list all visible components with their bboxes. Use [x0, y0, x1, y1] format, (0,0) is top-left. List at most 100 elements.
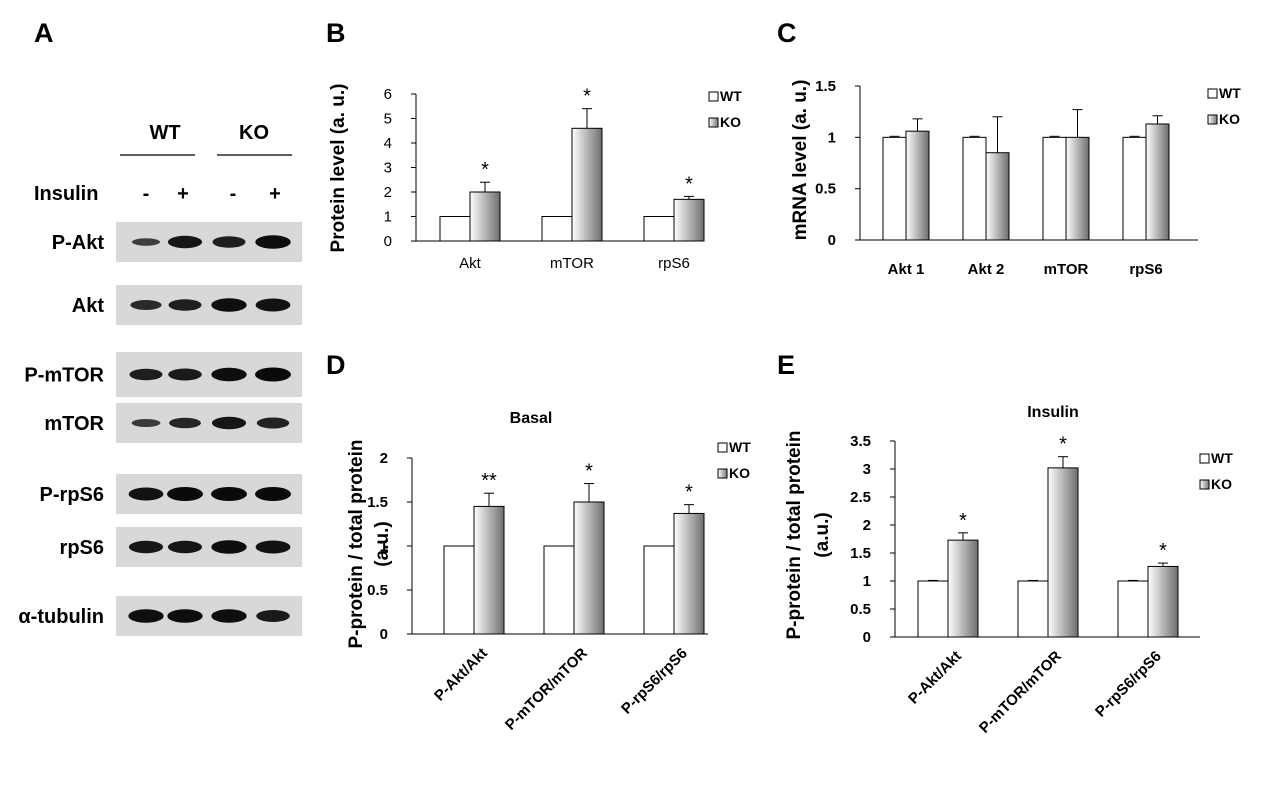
- y-axis-label: (a.u.): [812, 512, 833, 557]
- bar-wt: [543, 545, 575, 635]
- x-tick-label: P-mTOR/mTOR: [976, 648, 1065, 737]
- x-tick-label: P-rpS6/rpS6: [618, 645, 691, 718]
- legend-swatch: [1199, 453, 1210, 464]
- significance-mark: *: [1159, 540, 1167, 562]
- y-axis-label: P-protein / total protein: [784, 431, 805, 640]
- x-tick-label: Akt 2: [968, 261, 1005, 278]
- blot-band: [167, 540, 203, 554]
- blot-row: rpS6: [60, 527, 302, 567]
- blot-band: [211, 487, 247, 501]
- y-tick-label: 3: [863, 461, 871, 478]
- bar-ko: [673, 512, 705, 635]
- treatment-mark: -: [143, 183, 150, 205]
- blot-band: [211, 298, 247, 312]
- y-tick-label: 0.5: [367, 582, 388, 599]
- blot-row: mTOR: [44, 403, 302, 443]
- bar-wt: [1042, 136, 1067, 241]
- bar-wt: [1122, 136, 1147, 241]
- legend-label: KO: [729, 465, 750, 481]
- y-tick-label: 1.5: [367, 494, 388, 511]
- significance-mark: *: [481, 159, 489, 181]
- blot-label: P-mTOR: [24, 365, 104, 387]
- bar-wt: [882, 136, 907, 241]
- x-tick-label: P-Akt/Akt: [431, 645, 491, 705]
- blot-band: [211, 367, 247, 382]
- significance-mark: *: [585, 461, 593, 483]
- blot-label: P-Akt: [52, 232, 105, 254]
- legend-swatch: [1207, 114, 1218, 125]
- legend-label: KO: [720, 114, 741, 130]
- blot-band: [168, 299, 202, 311]
- bar-wt: [917, 580, 949, 638]
- blot-label: Akt: [72, 295, 105, 317]
- group-label-ko: KO: [239, 122, 269, 144]
- legend-label: WT: [720, 88, 742, 104]
- legend-swatch: [708, 91, 719, 102]
- blot-band: [212, 236, 246, 248]
- blot-band: [128, 609, 164, 623]
- y-tick-label: 2: [863, 517, 871, 534]
- y-tick-label: 0: [863, 629, 871, 646]
- group-label-wt: WT: [149, 122, 180, 144]
- blot-band: [131, 238, 161, 246]
- bar-wt: [1117, 580, 1149, 638]
- y-tick-label: 1: [384, 209, 392, 226]
- y-axis-label: mRNA level (a. u.): [790, 80, 811, 241]
- legend-swatch: [708, 117, 719, 128]
- bar-wt: [643, 216, 675, 242]
- bar-ko: [1065, 136, 1090, 241]
- y-tick-label: 0: [828, 232, 836, 249]
- panel-a: A WT KO Insulin - + - + P-Akt Akt P-mTOR mT…: [18, 18, 302, 636]
- panel-letter: E: [777, 350, 795, 380]
- blot-band: [211, 540, 247, 554]
- blot-band: [129, 368, 163, 381]
- bar-ko: [1147, 565, 1179, 638]
- legend-label: WT: [729, 439, 751, 455]
- bar-wt: [439, 216, 471, 242]
- blot-band: [256, 417, 290, 429]
- chart-panel-d: D Basal 0 0.5 1 1.5 2 P-protein / total protein…: [326, 350, 751, 734]
- legend-label: KO: [1211, 476, 1232, 492]
- bar-wt: [443, 545, 475, 635]
- bar-ko: [985, 152, 1010, 241]
- blot-row: α-tubulin: [18, 596, 302, 636]
- significance-mark: **: [481, 470, 497, 492]
- legend-swatch: [1199, 479, 1210, 490]
- y-tick-label: 2.5: [850, 489, 871, 506]
- blot-band: [169, 417, 201, 429]
- y-axis-label: Protein level (a. u.): [328, 84, 349, 253]
- blot-band: [255, 487, 291, 501]
- y-tick-label: 1: [828, 129, 836, 146]
- blot-band: [167, 487, 203, 501]
- blot-label: α-tubulin: [18, 606, 104, 628]
- blot-band: [131, 419, 161, 427]
- chart-panel-b: B 0 1 2 3 4 5 6 Protein level (a. u.) * Akt * mTOR * r…: [326, 18, 742, 272]
- x-tick-label: rpS6: [1129, 261, 1162, 278]
- y-axis-label: P-protein / total protein: [346, 440, 367, 649]
- x-tick-label: P-Akt/Akt: [905, 648, 965, 708]
- y-tick-label: 1: [380, 538, 388, 555]
- y-tick-label: 2: [384, 184, 392, 201]
- x-tick-label: P-mTOR/mTOR: [502, 645, 591, 734]
- blot-row: P-rpS6: [40, 474, 302, 514]
- blot-band: [211, 416, 247, 430]
- chart-title: Insulin: [1027, 404, 1079, 421]
- blot-band: [130, 300, 162, 310]
- legend-label: KO: [1219, 111, 1240, 127]
- blot-label: mTOR: [44, 413, 104, 435]
- significance-mark: *: [583, 86, 591, 108]
- x-tick-label: P-rpS6/rpS6: [1092, 648, 1165, 721]
- blot-row: P-Akt: [52, 222, 302, 262]
- legend-label: WT: [1211, 450, 1233, 466]
- blot-band: [168, 368, 202, 381]
- blot-row: Akt: [72, 285, 302, 325]
- blot-band: [255, 540, 291, 554]
- panel-letter: B: [326, 18, 346, 48]
- panel-a-letter: A: [34, 18, 54, 48]
- y-axis-label: (a.u.): [372, 521, 393, 566]
- bar-ko: [905, 130, 930, 241]
- blot-band: [167, 609, 203, 623]
- y-tick-label: 1: [863, 573, 871, 590]
